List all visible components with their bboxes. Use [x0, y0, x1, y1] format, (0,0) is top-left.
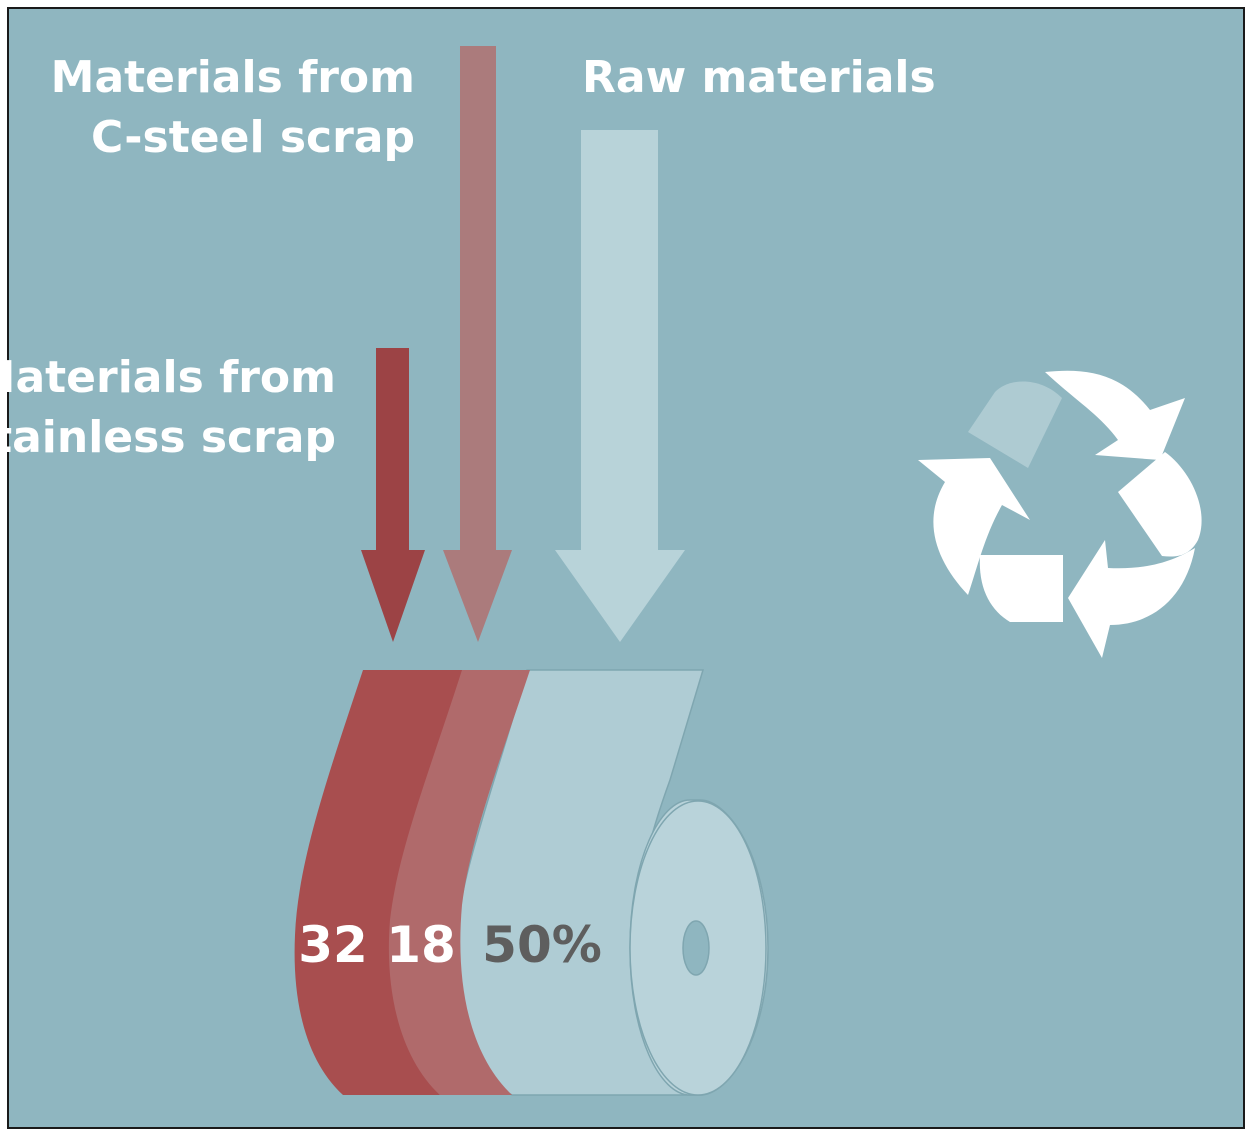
recycle-arrow-bottom: [1068, 540, 1195, 658]
roll-core: [682, 920, 710, 976]
arrow-raw-materials: [555, 130, 685, 642]
roll-side: [629, 799, 769, 1096]
label-raw-materials: Raw materials: [582, 52, 936, 103]
recycle-arrow-top: [1045, 370, 1185, 460]
label-stainless-line2: stainless scrap: [0, 412, 336, 463]
recycle-icon: [918, 370, 1202, 658]
band-stainless: [294, 670, 462, 1095]
recycle-segment-right: [1118, 452, 1202, 557]
value-stainless: 32: [298, 916, 368, 974]
recycle-arrow-left: [918, 458, 1030, 595]
band-c-steel: [386, 670, 530, 1095]
recycle-segment-bottom: [979, 555, 1063, 622]
arrow-stainless: [361, 348, 425, 642]
recycle-segment-faded: [968, 381, 1062, 468]
value-c-steel: 18: [386, 916, 456, 974]
label-stainless-line1: Materials from: [0, 352, 336, 403]
arrow-c-steel: [443, 46, 512, 642]
label-c-steel-line2: C-steel scrap: [91, 112, 415, 163]
label-c-steel-line1: Materials from: [51, 52, 415, 103]
value-raw-materials: 50%: [482, 916, 602, 974]
